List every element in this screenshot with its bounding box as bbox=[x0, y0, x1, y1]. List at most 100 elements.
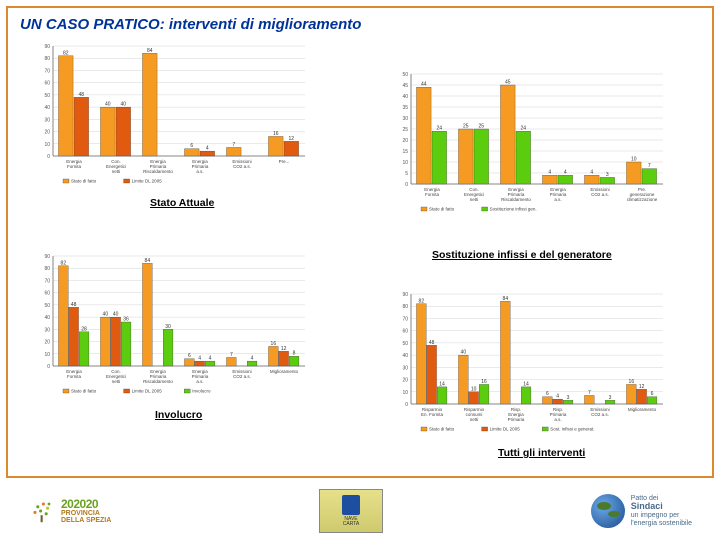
svg-text:40: 40 bbox=[44, 315, 50, 321]
svg-text:70: 70 bbox=[44, 68, 50, 74]
chart-sostituzione: 051015202530354045504424252545244443107E… bbox=[388, 67, 670, 219]
label-involucro: Involucro bbox=[155, 409, 202, 421]
slide-title: UN CASO PRATICO: interventi di miglioram… bbox=[20, 16, 700, 33]
svg-text:16: 16 bbox=[629, 379, 635, 385]
svg-text:50: 50 bbox=[44, 93, 50, 99]
svg-text:4: 4 bbox=[209, 356, 212, 362]
svg-text:82: 82 bbox=[61, 260, 67, 266]
label-tutti: Tutti gli interventi bbox=[498, 447, 585, 459]
svg-text:60: 60 bbox=[44, 81, 50, 87]
svg-text:48: 48 bbox=[429, 340, 435, 346]
svg-text:40: 40 bbox=[105, 102, 111, 108]
svg-text:Pre...: Pre... bbox=[279, 159, 290, 164]
svg-text:CO2 a.s.: CO2 a.s. bbox=[591, 412, 609, 417]
svg-text:a.s.: a.s. bbox=[554, 417, 561, 422]
svg-text:netti: netti bbox=[112, 379, 121, 384]
svg-text:4: 4 bbox=[590, 170, 593, 176]
svg-text:12: 12 bbox=[281, 346, 287, 352]
svg-text:40: 40 bbox=[402, 94, 408, 100]
svg-text:4: 4 bbox=[564, 170, 567, 176]
svg-text:10: 10 bbox=[44, 142, 50, 148]
svg-text:CO2 a.s.: CO2 a.s. bbox=[591, 192, 609, 197]
svg-text:90: 90 bbox=[402, 292, 408, 298]
chart-involucro: 0102030405060708090824828404036843064474… bbox=[30, 249, 312, 401]
svg-text:6: 6 bbox=[651, 391, 654, 397]
earth-icon bbox=[591, 494, 625, 528]
svg-text:a.s.: a.s. bbox=[554, 197, 561, 202]
svg-text:15: 15 bbox=[402, 149, 408, 155]
svg-text:80: 80 bbox=[44, 266, 50, 272]
svg-text:25: 25 bbox=[402, 127, 408, 133]
logo-provincia: PROVINCIA DELLA SPEZIA bbox=[61, 510, 111, 524]
patto-line2: Sindaci bbox=[631, 502, 692, 512]
svg-text:0: 0 bbox=[405, 402, 408, 408]
svg-text:Fornita: Fornita bbox=[67, 164, 82, 169]
svg-text:40: 40 bbox=[113, 312, 119, 318]
svg-text:40: 40 bbox=[44, 105, 50, 111]
svg-text:Stato di fatto: Stato di fatto bbox=[429, 427, 455, 432]
svg-text:70: 70 bbox=[44, 278, 50, 284]
svg-text:25: 25 bbox=[463, 124, 469, 130]
svg-text:82: 82 bbox=[63, 50, 69, 56]
svg-text:0: 0 bbox=[47, 364, 50, 370]
svg-text:12: 12 bbox=[639, 384, 645, 390]
svg-text:Stato di fatto: Stato di fatto bbox=[71, 179, 97, 184]
svg-text:3: 3 bbox=[609, 395, 612, 401]
svg-text:Limite DL 2005: Limite DL 2005 bbox=[132, 179, 163, 184]
svg-text:50: 50 bbox=[402, 72, 408, 78]
svg-text:Riscaldamento: Riscaldamento bbox=[143, 169, 173, 174]
right-logo-text: Patto dei Sindaci un impegno per l'energ… bbox=[631, 495, 692, 528]
svg-text:Sostituzione infissi gen.: Sostituzione infissi gen. bbox=[490, 207, 537, 212]
svg-text:24: 24 bbox=[521, 126, 527, 132]
svg-text:84: 84 bbox=[147, 48, 153, 54]
svg-text:20: 20 bbox=[402, 138, 408, 144]
svg-text:14: 14 bbox=[523, 381, 529, 387]
svg-text:20: 20 bbox=[44, 130, 50, 136]
svg-text:Stato di fatto: Stato di fatto bbox=[429, 207, 455, 212]
svg-text:netti: netti bbox=[112, 169, 121, 174]
svg-text:0: 0 bbox=[47, 154, 50, 160]
svg-text:4: 4 bbox=[556, 394, 559, 400]
tree-icon bbox=[28, 497, 56, 525]
svg-text:12: 12 bbox=[289, 136, 295, 142]
charts-grid: 010203040506070809082484040846471612Ener… bbox=[20, 39, 700, 459]
svg-text:netti: netti bbox=[470, 197, 479, 202]
svg-text:30: 30 bbox=[44, 117, 50, 123]
svg-text:80: 80 bbox=[44, 56, 50, 62]
left-logo-text: 202020 PROVINCIA DELLA SPEZIA bbox=[61, 498, 111, 524]
chart-tutti: 0102030405060708090824814401016841464373… bbox=[388, 287, 670, 439]
label-sostituzione: Sostituzione infissi e del generatore bbox=[432, 249, 612, 261]
svg-text:Fornita: Fornita bbox=[425, 192, 440, 197]
patto-line3: un impegno per l'energia sostenibile bbox=[631, 512, 692, 527]
right-logo: Patto dei Sindaci un impegno per l'energ… bbox=[591, 494, 692, 528]
svg-text:4: 4 bbox=[198, 356, 201, 362]
svg-text:10: 10 bbox=[471, 386, 477, 392]
svg-text:7: 7 bbox=[232, 142, 235, 148]
svg-text:14: 14 bbox=[439, 381, 445, 387]
svg-text:82: 82 bbox=[419, 298, 425, 304]
svg-text:10: 10 bbox=[402, 160, 408, 166]
svg-text:20: 20 bbox=[402, 378, 408, 384]
footer: 202020 PROVINCIA DELLA SPEZIA NAVE CARTA… bbox=[0, 482, 720, 540]
svg-text:8: 8 bbox=[293, 351, 296, 357]
svg-text:24: 24 bbox=[437, 126, 443, 132]
slide-frame: UN CASO PRATICO: interventi di miglioram… bbox=[6, 6, 714, 478]
center-logo-text: NAVE CARTA bbox=[343, 517, 359, 527]
svg-text:Fornita: Fornita bbox=[67, 374, 82, 379]
svg-text:30: 30 bbox=[402, 365, 408, 371]
svg-text:40: 40 bbox=[103, 312, 109, 318]
svg-text:3: 3 bbox=[567, 395, 570, 401]
svg-text:60: 60 bbox=[44, 291, 50, 297]
svg-text:40: 40 bbox=[121, 102, 127, 108]
svg-text:Stato di fatto: Stato di fatto bbox=[71, 389, 97, 394]
svg-text:Riscaldamento: Riscaldamento bbox=[143, 379, 173, 384]
svg-text:6: 6 bbox=[188, 353, 191, 359]
svg-text:40: 40 bbox=[461, 350, 467, 356]
svg-text:7: 7 bbox=[588, 390, 591, 396]
svg-text:En. Fornita: En. Fornita bbox=[421, 412, 444, 417]
svg-text:10: 10 bbox=[402, 390, 408, 396]
svg-text:45: 45 bbox=[402, 83, 408, 89]
svg-text:Riscaldamento: Riscaldamento bbox=[501, 197, 531, 202]
svg-text:0: 0 bbox=[405, 182, 408, 188]
svg-text:4: 4 bbox=[251, 356, 254, 362]
